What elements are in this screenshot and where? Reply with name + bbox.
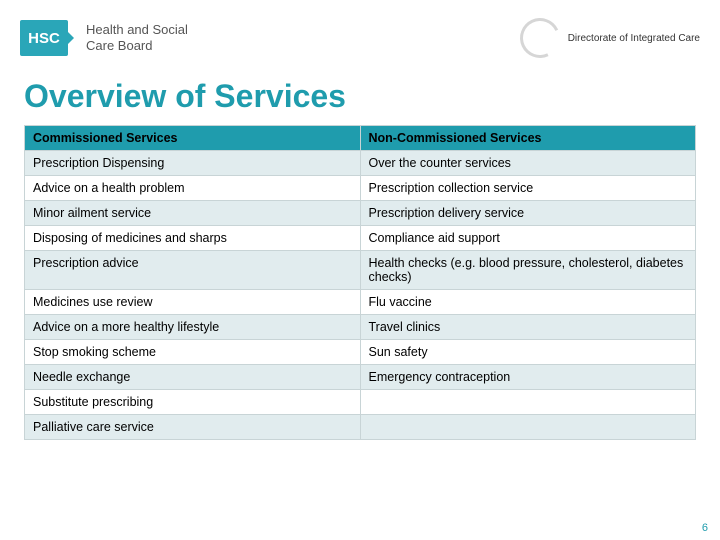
table-cell: Emergency contraception [360,365,696,390]
table-row: Minor ailment servicePrescription delive… [25,201,696,226]
swirl-icon [514,12,565,63]
table-cell: Compliance aid support [360,226,696,251]
table-cell: Medicines use review [25,290,361,315]
table-cell: Minor ailment service [25,201,361,226]
table-cell: Stop smoking scheme [25,340,361,365]
col-commissioned: Commissioned Services [25,126,361,151]
org-name: Health and Social Care Board [86,22,188,53]
table-cell: Advice on a health problem [25,176,361,201]
table-cell: Advice on a more healthy lifestyle [25,315,361,340]
org-line2: Care Board [86,38,188,54]
page-number: 6 [702,522,708,534]
table-row: Prescription DispensingOver the counter … [25,151,696,176]
table-header-row: Commissioned Services Non-Commissioned S… [25,126,696,151]
table-cell: Prescription Dispensing [25,151,361,176]
table-cell: Over the counter services [360,151,696,176]
table-cell: Palliative care service [25,415,361,440]
directorate-label: Directorate of Integrated Care [568,33,700,44]
org-line1: Health and Social [86,22,188,38]
table-row: Palliative care service [25,415,696,440]
table-cell: Prescription advice [25,251,361,290]
table-cell: Substitute prescribing [25,390,361,415]
table-cell [360,390,696,415]
table-cell: Prescription delivery service [360,201,696,226]
hsc-badge-icon: HSC [20,20,68,56]
table-cell: Travel clinics [360,315,696,340]
slide-header: HSC Health and Social Care Board Directo… [0,0,720,72]
table-cell [360,415,696,440]
directorate-block: Directorate of Integrated Care [520,18,700,58]
page-title: Overview of Services [0,72,720,125]
table-cell: Disposing of medicines and sharps [25,226,361,251]
table-row: Advice on a health problemPrescription c… [25,176,696,201]
table-row: Disposing of medicines and sharpsComplia… [25,226,696,251]
table-row: Needle exchangeEmergency contraception [25,365,696,390]
table-cell: Needle exchange [25,365,361,390]
table-row: Substitute prescribing [25,390,696,415]
hsc-logo: HSC Health and Social Care Board [20,20,188,56]
table-row: Advice on a more healthy lifestyleTravel… [25,315,696,340]
services-table-wrap: Commissioned Services Non-Commissioned S… [0,125,720,440]
services-table: Commissioned Services Non-Commissioned S… [24,125,696,440]
table-cell: Sun safety [360,340,696,365]
table-cell: Flu vaccine [360,290,696,315]
col-non-commissioned: Non-Commissioned Services [360,126,696,151]
table-cell: Prescription collection service [360,176,696,201]
table-row: Prescription adviceHealth checks (e.g. b… [25,251,696,290]
table-cell: Health checks (e.g. blood pressure, chol… [360,251,696,290]
table-row: Stop smoking schemeSun safety [25,340,696,365]
table-row: Medicines use reviewFlu vaccine [25,290,696,315]
